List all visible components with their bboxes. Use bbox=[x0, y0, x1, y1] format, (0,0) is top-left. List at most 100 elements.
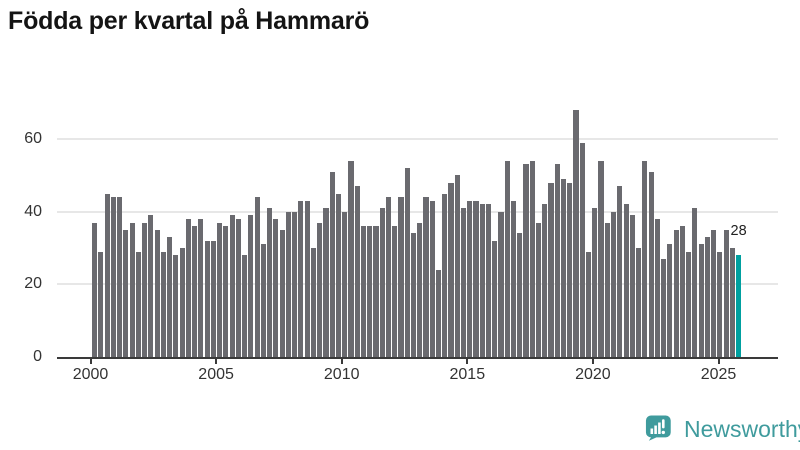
bar-2008-Q3 bbox=[304, 200, 310, 357]
bar-2004-Q2 bbox=[198, 218, 204, 357]
bar-2022-Q4 bbox=[661, 258, 667, 357]
chart-title: Födda per kvartal på Hammarö bbox=[8, 7, 370, 35]
bar-2007-Q4 bbox=[285, 211, 291, 357]
bar-2025-Q4-highlighted bbox=[736, 255, 742, 357]
bar-2019-Q4 bbox=[585, 251, 592, 357]
bar-2020-Q4 bbox=[610, 211, 617, 357]
bar-2002-Q4 bbox=[160, 251, 166, 357]
bar-2009-Q1 bbox=[317, 222, 323, 357]
highlight-value-label: 28 bbox=[730, 223, 747, 239]
bar-2025-Q2 bbox=[723, 229, 729, 357]
bar-2014-Q3 bbox=[454, 175, 460, 357]
bar-2012-Q1 bbox=[392, 226, 398, 357]
newsworthy-wordmark: Newsworthy bbox=[684, 415, 800, 442]
y-tick-label-20: 20 bbox=[24, 275, 42, 293]
bar-2000-Q1 bbox=[92, 222, 98, 357]
bar-2025-Q1 bbox=[717, 251, 723, 357]
bar-2018-Q2 bbox=[548, 182, 554, 357]
bar-2019-Q1 bbox=[567, 182, 573, 357]
bar-2008-Q1 bbox=[292, 211, 298, 357]
bar-2010-Q2 bbox=[348, 160, 354, 357]
y-tick-label-0: 0 bbox=[33, 348, 42, 365]
bar-2007-Q2 bbox=[273, 218, 279, 357]
bar-2009-Q2 bbox=[323, 208, 329, 357]
bar-2024-Q1 bbox=[692, 208, 698, 357]
bar-2023-Q2 bbox=[673, 229, 679, 357]
bar-2013-Q3 bbox=[429, 200, 435, 357]
bar-2021-Q3 bbox=[629, 215, 635, 357]
bar-2017-Q4 bbox=[535, 222, 542, 357]
bar-2021-Q2 bbox=[623, 204, 629, 357]
bar-2003-Q4 bbox=[185, 218, 191, 357]
x-tick-label-2000: 2000 bbox=[72, 366, 109, 383]
bar-2014-Q1 bbox=[442, 193, 448, 357]
bar-2004-Q1 bbox=[192, 226, 198, 357]
bar-2004-Q4 bbox=[210, 240, 216, 357]
y-tick-label-40: 40 bbox=[24, 202, 42, 220]
x-tick-label-2015: 2015 bbox=[449, 366, 486, 383]
x-axis-line bbox=[57, 356, 778, 359]
bar-2006-Q2 bbox=[248, 215, 254, 357]
bar-2015-Q3 bbox=[479, 204, 485, 357]
bar-2012-Q4 bbox=[410, 233, 417, 357]
bar-2024-Q3 bbox=[704, 237, 710, 357]
bar-2024-Q2 bbox=[698, 244, 704, 357]
bar-2004-Q3 bbox=[204, 240, 210, 357]
bar-2006-Q1 bbox=[242, 255, 248, 357]
bar-2024-Q4 bbox=[711, 229, 717, 357]
bar-2022-Q3 bbox=[654, 218, 660, 357]
bar-2017-Q1 bbox=[517, 233, 523, 357]
bar-2014-Q2 bbox=[448, 182, 454, 357]
bar-2025-Q3 bbox=[729, 248, 735, 357]
bar-2001-Q1 bbox=[117, 197, 123, 357]
bar-2020-Q2 bbox=[598, 160, 604, 357]
bar-2013-Q1 bbox=[417, 222, 423, 357]
bar-2013-Q4 bbox=[435, 269, 442, 357]
newsworthy-icon bbox=[645, 415, 671, 441]
bar-2000-Q4 bbox=[110, 197, 116, 357]
bar-2020-Q3 bbox=[604, 222, 610, 357]
bar-2002-Q1 bbox=[142, 222, 148, 357]
bar-2021-Q1 bbox=[617, 186, 623, 357]
bar-2011-Q2 bbox=[373, 226, 379, 357]
x-tick-label-2010: 2010 bbox=[323, 366, 360, 383]
bar-2001-Q2 bbox=[123, 229, 129, 357]
bar-2005-Q2 bbox=[223, 226, 229, 357]
bar-2010-Q1 bbox=[342, 211, 348, 357]
bar-2017-Q3 bbox=[529, 160, 535, 357]
bar-2009-Q3 bbox=[329, 171, 335, 357]
x-tick-label-2005: 2005 bbox=[198, 366, 234, 383]
bar-2011-Q1 bbox=[367, 226, 373, 357]
bar-2018-Q1 bbox=[542, 204, 548, 357]
bar-2003-Q2 bbox=[173, 255, 179, 357]
bar-2003-Q3 bbox=[179, 248, 185, 357]
bar-2008-Q2 bbox=[298, 200, 304, 357]
bar-2005-Q3 bbox=[229, 215, 235, 357]
bar-2012-Q2 bbox=[398, 197, 404, 357]
x-tick-label-2020: 2020 bbox=[575, 366, 611, 383]
bar-2002-Q2 bbox=[148, 215, 154, 357]
bar-2015-Q4 bbox=[485, 204, 492, 357]
bar-2007-Q1 bbox=[267, 208, 273, 357]
bar-2019-Q3 bbox=[579, 142, 585, 357]
bar-2022-Q2 bbox=[648, 171, 654, 357]
bar-2016-Q3 bbox=[504, 160, 510, 357]
bar-2001-Q4 bbox=[135, 251, 141, 357]
x-tick-2005 bbox=[215, 357, 218, 364]
bar-2016-Q1 bbox=[492, 240, 498, 357]
x-tick-label-2025: 2025 bbox=[700, 366, 737, 383]
bar-2017-Q2 bbox=[523, 164, 529, 357]
bar-2006-Q3 bbox=[254, 197, 260, 357]
bar-2019-Q2 bbox=[573, 109, 579, 357]
bar-2020-Q1 bbox=[592, 208, 598, 357]
bar-2003-Q1 bbox=[167, 237, 173, 357]
bar-2013-Q2 bbox=[423, 197, 429, 357]
bar-2012-Q3 bbox=[404, 168, 410, 357]
bar-2018-Q4 bbox=[560, 178, 567, 357]
bar-2018-Q3 bbox=[554, 164, 560, 357]
bar-2007-Q3 bbox=[279, 229, 285, 357]
bar-2016-Q2 bbox=[498, 211, 504, 357]
bar-2009-Q4 bbox=[335, 193, 341, 357]
